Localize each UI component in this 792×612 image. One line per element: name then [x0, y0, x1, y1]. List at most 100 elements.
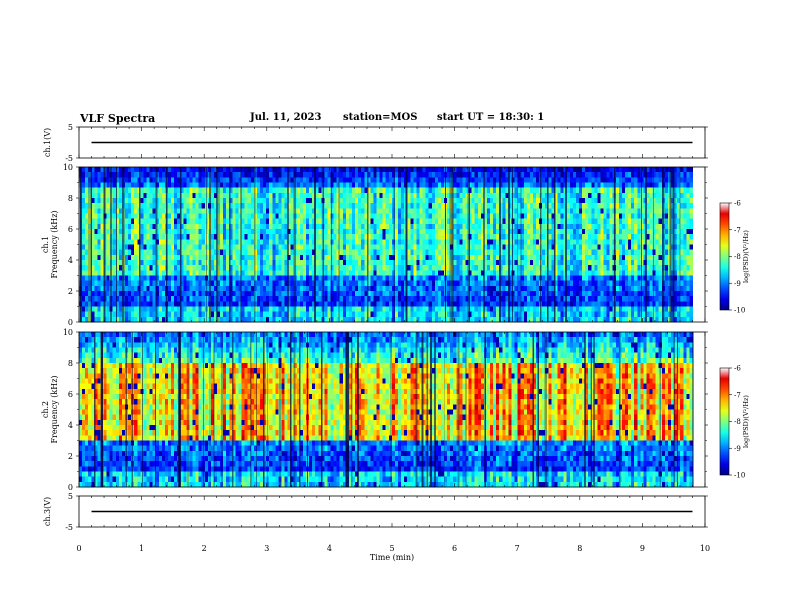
- panel-3-streak: [415, 332, 418, 487]
- panel-3-streak: [592, 332, 596, 487]
- panel-3-streak: [187, 332, 189, 487]
- x-tick-label: 4: [327, 544, 332, 553]
- panel-2-streak: [467, 167, 470, 322]
- panel-2-streak: [672, 167, 674, 322]
- panel-2-streak: [451, 167, 454, 322]
- panel-2-streak: [653, 167, 654, 322]
- panel-3-streak: [345, 332, 348, 487]
- panel-2-streak: [662, 167, 665, 322]
- panel-2-streak: [367, 167, 369, 322]
- panel-3-streak: [231, 332, 234, 487]
- panel-3-streak: [426, 332, 429, 487]
- panel-3-streak: [125, 332, 128, 487]
- panel-3-streak: [178, 332, 181, 487]
- panel-2-streak: [206, 167, 208, 322]
- panel-2-streak: [166, 167, 168, 322]
- panel-3-colorbar-tick-label: -10: [734, 472, 745, 480]
- x-tick-label: 9: [640, 544, 645, 553]
- x-tick-label: 8: [577, 544, 582, 553]
- panel-2-spectrogram-cells: [79, 167, 693, 323]
- panel-2-streak: [138, 167, 141, 322]
- panel-1-ylabel: ch.1(V): [43, 128, 52, 157]
- panel-2-streak: [406, 167, 408, 322]
- panel-2-streak: [520, 167, 522, 322]
- panel-3-streak: [444, 332, 446, 487]
- panel-3-streak: [350, 332, 353, 487]
- panel-3-streak: [457, 332, 460, 487]
- panel-2-streak: [253, 167, 256, 322]
- panel-3-streak: [677, 332, 679, 487]
- panel-1-ytick-label: 5: [68, 123, 73, 132]
- panel-2-streak: [564, 167, 567, 322]
- panel-2-colorbar: [719, 202, 730, 311]
- panel-3-colorbar: [719, 367, 730, 476]
- panel-3-streak: [293, 332, 296, 487]
- panel-2-streak: [469, 167, 470, 322]
- panel-2-streak: [674, 167, 676, 322]
- panel-2-streak: [79, 167, 81, 322]
- panel-2-streak: [517, 167, 519, 322]
- panel-3-streak: [591, 332, 592, 487]
- panel-3-ytick-label: 10: [63, 328, 73, 337]
- panel-3-streak: [430, 332, 432, 487]
- panel-2-streak: [293, 167, 296, 322]
- panel-2-streak: [540, 167, 542, 322]
- panel-2-streak: [209, 167, 211, 322]
- panel-2-streak: [218, 167, 220, 322]
- panel-2-streak: [669, 167, 672, 322]
- x-tick-label: 10: [700, 544, 710, 553]
- panel-2-streak: [123, 167, 125, 322]
- panel-2-streak: [512, 167, 514, 322]
- panel-3-streak: [299, 332, 301, 487]
- panel-2-streak: [482, 167, 486, 322]
- panel-3-streak: [537, 332, 539, 487]
- panel-3-streak: [590, 332, 592, 487]
- panel-4-ylabel: ch.3(V): [43, 497, 52, 526]
- panel-3-streak: [659, 332, 661, 487]
- panel-2-streak: [444, 167, 447, 322]
- panel-3-ylabel: Frequency (kHz): [50, 375, 59, 443]
- panel-2-streak: [547, 167, 549, 322]
- panel-2-streak: [498, 167, 502, 322]
- panel-2-streak: [554, 167, 556, 322]
- panel-2-streak: [155, 167, 158, 322]
- panel-3-streak: [209, 332, 211, 487]
- date-label: Jul. 11, 2023: [250, 112, 322, 123]
- figure-title: VLF Spectra: [80, 112, 156, 125]
- station-label: station=MOS: [343, 112, 418, 123]
- panel-3-streak: [266, 332, 268, 487]
- panel-3-streak: [131, 332, 133, 487]
- panel-3-ytick-label: 2: [68, 452, 73, 461]
- panel-2-colorbar-tick-label: -6: [734, 200, 741, 208]
- panel-3-streak: [94, 332, 96, 487]
- panel-2-streak: [80, 167, 82, 322]
- panel-3-ytick-label: 4: [68, 421, 73, 430]
- start-ut-label: start UT = 18:30: 1: [437, 112, 545, 123]
- panel-3-streak: [203, 332, 205, 487]
- panel-3-streak: [290, 332, 292, 487]
- panel-3-streak: [321, 332, 323, 487]
- panel-3-streak: [390, 332, 392, 487]
- panel-2-streak: [179, 167, 182, 322]
- panel-2-ytick-label: 6: [68, 225, 73, 234]
- panel-3-streak: [692, 332, 694, 487]
- panel-2-streak: [216, 167, 219, 322]
- panel-3-streak: [421, 332, 424, 487]
- x-tick-label: 5: [389, 544, 394, 553]
- panel-3-streak: [619, 332, 621, 487]
- panel-2-streak: [640, 167, 643, 322]
- panel-3-spectrogram-cells: [79, 332, 694, 488]
- panel-3-colorbar-tick-label: -6: [734, 365, 741, 373]
- x-axis-label: Time (min): [370, 553, 414, 562]
- panel-3-colorbar-tick-label: -7: [734, 391, 741, 399]
- panel-3-streak: [213, 332, 215, 487]
- panel-2-streak: [122, 167, 124, 322]
- panel-3-colorbar-label: log(PSD)(V²/Hz): [742, 395, 750, 448]
- panel-2-streak: [338, 167, 340, 322]
- x-tick-label: 2: [202, 544, 207, 553]
- x-tick-label: 3: [264, 544, 269, 553]
- panel-3-streak: [347, 332, 349, 487]
- panel-2-streak: [645, 167, 648, 322]
- panel-2-streak: [661, 167, 664, 322]
